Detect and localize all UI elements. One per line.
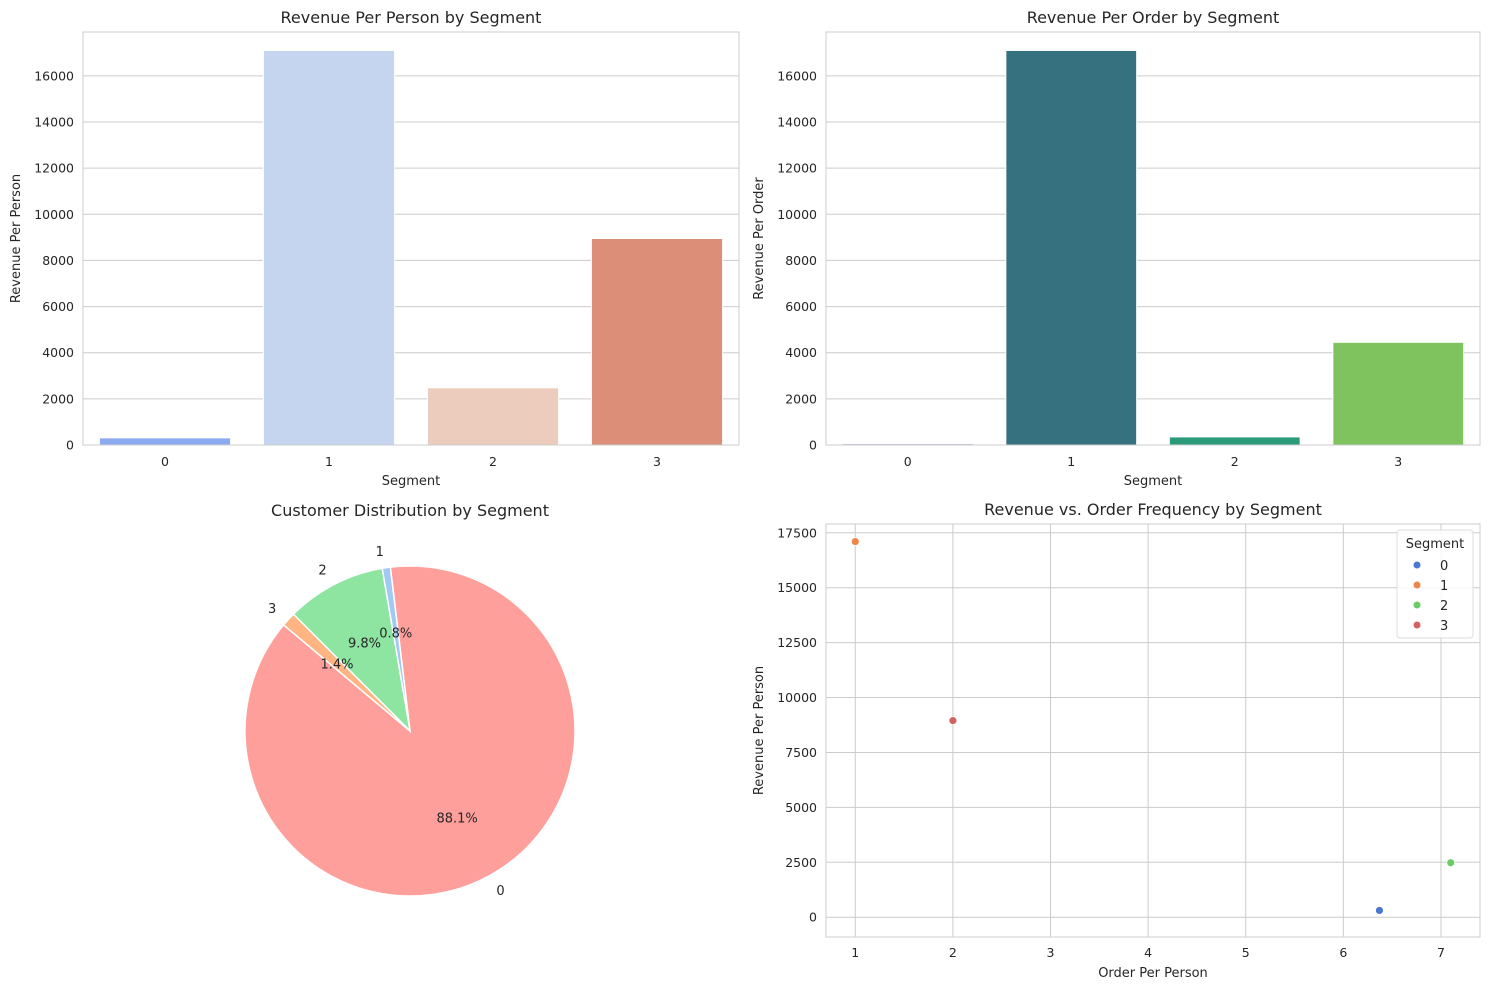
y-tick-label: 0 — [809, 438, 817, 453]
y-tick-label: 12000 — [777, 161, 817, 176]
y-tick-label: 4000 — [42, 345, 74, 360]
legend-marker — [1413, 621, 1421, 629]
legend-marker — [1413, 561, 1421, 569]
y-tick-label: 6000 — [42, 299, 74, 314]
y-tick-label: 7500 — [785, 745, 817, 760]
legend-marker — [1413, 581, 1421, 589]
chart-title: Customer Distribution by Segment — [271, 501, 549, 520]
bar-segment-1 — [1005, 49, 1138, 446]
y-tick-label: 16000 — [777, 68, 817, 83]
y-tick-label: 8000 — [42, 253, 74, 268]
y-tick-label: 14000 — [34, 114, 74, 129]
scatter-point-segment-0 — [1375, 906, 1384, 915]
scatter-point-segment-3 — [948, 716, 958, 726]
bar-segment-3 — [590, 238, 724, 446]
pie-label: 0 — [496, 884, 504, 899]
y-tick-label: 5000 — [785, 800, 817, 815]
pie-slice-3 — [282, 613, 411, 732]
y-tick-label: 12500 — [777, 635, 817, 650]
y-tick-label: 4000 — [785, 345, 817, 360]
x-axis-label: Segment — [1124, 474, 1183, 489]
x-tick-label: 1 — [851, 945, 859, 960]
y-tick-label: 10000 — [777, 690, 817, 705]
bar-segment-2 — [426, 387, 560, 446]
chart-title: Revenue Per Person by Segment — [281, 8, 542, 27]
y-tick-label: 0 — [66, 438, 74, 453]
y-tick-label: 6000 — [785, 299, 817, 314]
bar-segment-0 — [98, 437, 232, 446]
x-tick-label: 1 — [325, 454, 333, 469]
legend-title: Segment — [1406, 537, 1465, 552]
x-tick-label: 2 — [489, 454, 497, 469]
y-tick-label: 17500 — [777, 525, 817, 540]
bar-segment-2 — [1168, 436, 1301, 446]
scatter-point-segment-1 — [850, 537, 860, 546]
x-axis-label: Segment — [382, 474, 441, 489]
x-tick-label: 6 — [1339, 945, 1347, 960]
pie-label: 2 — [318, 563, 326, 578]
y-tick-label: 12000 — [34, 161, 74, 176]
legend-entry: 2 — [1440, 599, 1448, 614]
y-tick-label: 16000 — [34, 68, 74, 83]
x-tick-label: 2 — [1231, 454, 1239, 469]
pie-label: 1 — [376, 545, 384, 560]
y-tick-label: 0 — [809, 910, 817, 925]
pie-pct-label: 0.8% — [379, 627, 412, 642]
x-tick-label: 3 — [653, 454, 661, 469]
pie-slice-2 — [292, 567, 412, 734]
y-tick-label: 14000 — [777, 114, 817, 129]
bar-segment-3 — [1332, 341, 1465, 446]
x-tick-label: 1 — [1067, 454, 1075, 469]
pie-pct-label: 88.1% — [436, 812, 477, 827]
y-tick-label: 2000 — [42, 391, 74, 406]
x-tick-label: 0 — [904, 454, 912, 469]
y-tick-label: 10000 — [777, 207, 817, 222]
scatter-chart: 0 2500 5000 7500 10000 12500 15000 17500 1 2 3 4 5 6 7… — [752, 500, 1481, 981]
chart-title: Revenue Per Order by Segment — [1027, 8, 1280, 27]
bar-chart-1: 0 2000 4000 6000 8000 10000 12000 14000 16000 0 1 2… — [9, 8, 740, 489]
legend-entry: 0 — [1440, 559, 1448, 574]
legend-entry: 3 — [1440, 619, 1448, 634]
pie-pct-label: 1.4% — [321, 658, 354, 673]
y-axis-label: Revenue Per Person — [9, 174, 24, 303]
legend: Segment 0 1 2 3 — [1396, 529, 1474, 639]
axes-frame — [82, 31, 740, 446]
y-tick-label: 2000 — [785, 391, 817, 406]
x-tick-label: 7 — [1437, 945, 1445, 960]
pie-pct-label: 9.8% — [348, 637, 381, 652]
bar-segment-1 — [262, 49, 396, 446]
x-tick-label: 5 — [1242, 945, 1250, 960]
y-tick-label: 15000 — [777, 580, 817, 595]
pie-slice-0 — [244, 565, 576, 897]
y-tick-label: 8000 — [785, 253, 817, 268]
chart-title: Revenue vs. Order Frequency by Segment — [984, 500, 1322, 519]
x-tick-label: 0 — [161, 454, 169, 469]
y-tick-label: 2500 — [785, 855, 817, 870]
x-tick-label: 2 — [949, 945, 957, 960]
x-tick-label: 3 — [1394, 454, 1402, 469]
y-axis-label: Revenue Per Person — [752, 666, 767, 795]
bar-chart-2: 0 2000 4000 6000 8000 10000 12000 14000 16000 0 1 2… — [752, 8, 1481, 489]
x-tick-label: 4 — [1144, 945, 1152, 960]
axes-frame — [825, 31, 1481, 446]
pie-label: 3 — [268, 602, 276, 617]
y-tick-label: 10000 — [34, 207, 74, 222]
pie-chart: 0 88.1% 1 0.8% 2 9.8% 3 1.4% Customer Distributi… — [244, 501, 576, 899]
y-axis-label: Revenue Per Order — [752, 177, 767, 300]
axes-frame — [825, 523, 1481, 938]
legend-entry: 1 — [1440, 579, 1448, 594]
x-axis-label: Order Per Person — [1098, 966, 1208, 981]
legend-box — [1396, 529, 1474, 639]
legend-marker — [1413, 601, 1421, 609]
x-tick-label: 3 — [1047, 945, 1055, 960]
scatter-point-segment-2 — [1446, 858, 1456, 868]
